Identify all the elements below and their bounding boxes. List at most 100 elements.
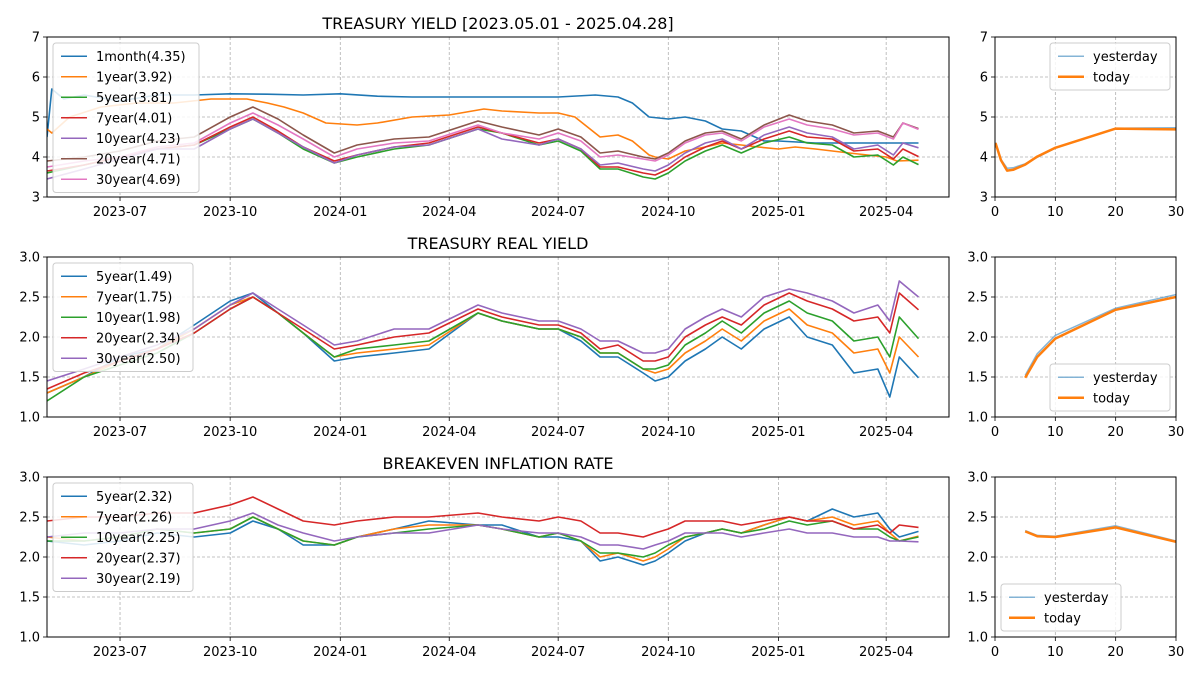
x-tick-label: 2025-01	[751, 425, 805, 440]
legend-label: 30year(2.19)	[96, 572, 181, 587]
chart-title: BREAKEVEN INFLATION RATE	[383, 454, 614, 473]
legend-label: 1year(3.92)	[96, 70, 172, 85]
legend-label: 30year(2.50)	[96, 352, 181, 367]
x-tick-label: 20	[1107, 205, 1124, 220]
legend-box	[52, 262, 194, 372]
legend-label: yesterday	[1044, 591, 1109, 606]
axes-frame	[46, 476, 950, 638]
x-tick-label: 20	[1107, 425, 1124, 440]
legend-label: 7year(1.75)	[96, 290, 172, 305]
y-tick-label: 3.0	[967, 471, 988, 486]
chart-title: TREASURY REAL YIELD	[407, 234, 589, 253]
x-tick-label: 2025-04	[859, 645, 913, 660]
legend-label: 10year(1.98)	[96, 311, 181, 326]
x-tick-label: 30	[1168, 425, 1185, 440]
series-line-1	[47, 98, 919, 162]
legend-label: 20year(2.34)	[96, 331, 181, 346]
x-tick-label: 2024-01	[313, 645, 367, 660]
x-tick-label: 2024-04	[422, 645, 476, 660]
x-tick-label: 10	[1047, 205, 1064, 220]
y-tick-label: 7	[980, 31, 988, 46]
y-tick-label: 4	[32, 151, 40, 166]
series-line-6	[47, 112, 919, 168]
x-tick-label: 2024-01	[313, 425, 367, 440]
y-tick-label: 4	[980, 151, 988, 166]
series-line-4	[47, 280, 920, 382]
legend-label: 20year(2.37)	[96, 551, 181, 566]
series-line-1	[1024, 295, 1176, 379]
axes-frame	[994, 36, 1177, 198]
x-tick-label: 2024-10	[641, 645, 695, 660]
x-tick-label: 2024-07	[531, 645, 585, 660]
y-tick-label: 1.5	[19, 371, 40, 386]
legend-label: today	[1093, 70, 1130, 85]
y-tick-label: 3	[32, 191, 40, 206]
y-tick-label: 2.5	[19, 511, 40, 526]
x-tick-label: 20	[1107, 645, 1124, 660]
y-tick-label: 3	[980, 191, 988, 206]
x-tick-label: 30	[1168, 205, 1185, 220]
bei-curve-chart: 1.0 1.5 2.0 2.5 3.0 0 10 20 30 yesterday today	[967, 471, 1184, 661]
series-line-4	[47, 512, 919, 550]
x-tick-label: 2023-10	[203, 205, 257, 220]
x-tick-label: 0	[991, 645, 999, 660]
x-tick-label: 2025-04	[859, 425, 913, 440]
legend-label: 10year(4.23)	[96, 132, 181, 147]
y-tick-label: 1.5	[19, 591, 40, 606]
legend: 5year(1.49) 7year(1.75) 10year(1.98) 20year…	[52, 262, 194, 372]
legend-label: 5year(2.32)	[96, 490, 172, 505]
x-tick-label: 2023-10	[203, 425, 257, 440]
x-tick-label: 0	[991, 205, 999, 220]
real-curve-chart: 1.0 1.5 2.0 2.5 3.0 0 10 20 30 yesterday today	[967, 251, 1184, 441]
yield-curve-chart: 3 4 5 6 7 0 10 20 30 yesterday today	[980, 31, 1185, 221]
legend-label: 7year(4.01)	[96, 111, 172, 126]
x-tick-label: 2024-10	[641, 205, 695, 220]
y-tick-label: 2.0	[19, 331, 40, 346]
legend-label: yesterday	[1093, 50, 1158, 65]
legend-box	[1049, 363, 1171, 412]
y-tick-label: 1.0	[19, 631, 40, 646]
legend-box	[52, 42, 200, 193]
legend-label: 20year(4.71)	[96, 152, 181, 167]
y-tick-label: 2.5	[19, 291, 40, 306]
legend-label: 30year(4.69)	[96, 173, 181, 188]
series-line-5	[47, 106, 919, 162]
y-tick-label: 6	[32, 71, 40, 86]
series-line-0	[1024, 525, 1176, 542]
x-tick-label: 2024-01	[313, 205, 367, 220]
y-tick-label: 6	[980, 71, 988, 86]
legend-label: 1month(4.35)	[96, 50, 186, 65]
y-tick-label: 3.0	[967, 251, 988, 266]
x-tick-label: 2023-07	[93, 205, 147, 220]
x-tick-label: 2024-07	[531, 205, 585, 220]
yield-ts-chart: TREASURY YIELD [2023.05.01 - 2025.04.28]…	[32, 14, 950, 220]
x-tick-label: 2025-01	[751, 205, 805, 220]
x-tick-label: 30	[1168, 645, 1185, 660]
y-tick-label: 2.0	[19, 551, 40, 566]
series-line-2	[47, 516, 919, 558]
y-tick-label: 7	[32, 31, 40, 46]
axes-frame	[994, 476, 1177, 638]
x-tick-label: 2023-07	[93, 425, 147, 440]
series-line-0	[47, 508, 919, 566]
y-tick-label: 1.0	[967, 631, 988, 646]
chart-title: TREASURY YIELD [2023.05.01 - 2025.04.28]	[321, 14, 673, 33]
legend-label: 5year(3.81)	[96, 91, 172, 106]
y-tick-label: 5	[32, 111, 40, 126]
series-line-1	[995, 127, 1176, 172]
legend-label: today	[1093, 391, 1130, 406]
series-line-1	[1024, 526, 1176, 544]
legend: 1month(4.35) 1year(3.92) 5year(3.81) 7year(…	[52, 42, 200, 193]
x-tick-label: 10	[1047, 425, 1064, 440]
y-tick-label: 2.5	[967, 511, 988, 526]
real-ts-chart: TREASURY REAL YIELD 1.0 1.5 2.0 2.5 3.0 2023-0…	[19, 234, 950, 440]
y-tick-label: 1.5	[967, 371, 988, 386]
y-tick-label: 2.0	[967, 551, 988, 566]
legend-label: 5year(1.49)	[96, 270, 172, 285]
legend: yesterday today	[1000, 583, 1122, 632]
x-tick-label: 2024-10	[641, 425, 695, 440]
x-tick-label: 2025-04	[859, 205, 913, 220]
bei-ts-chart: BREAKEVEN INFLATION RATE 1.0 1.5 2.0 2.5 3.0 2…	[19, 454, 950, 660]
y-tick-label: 2.5	[967, 291, 988, 306]
